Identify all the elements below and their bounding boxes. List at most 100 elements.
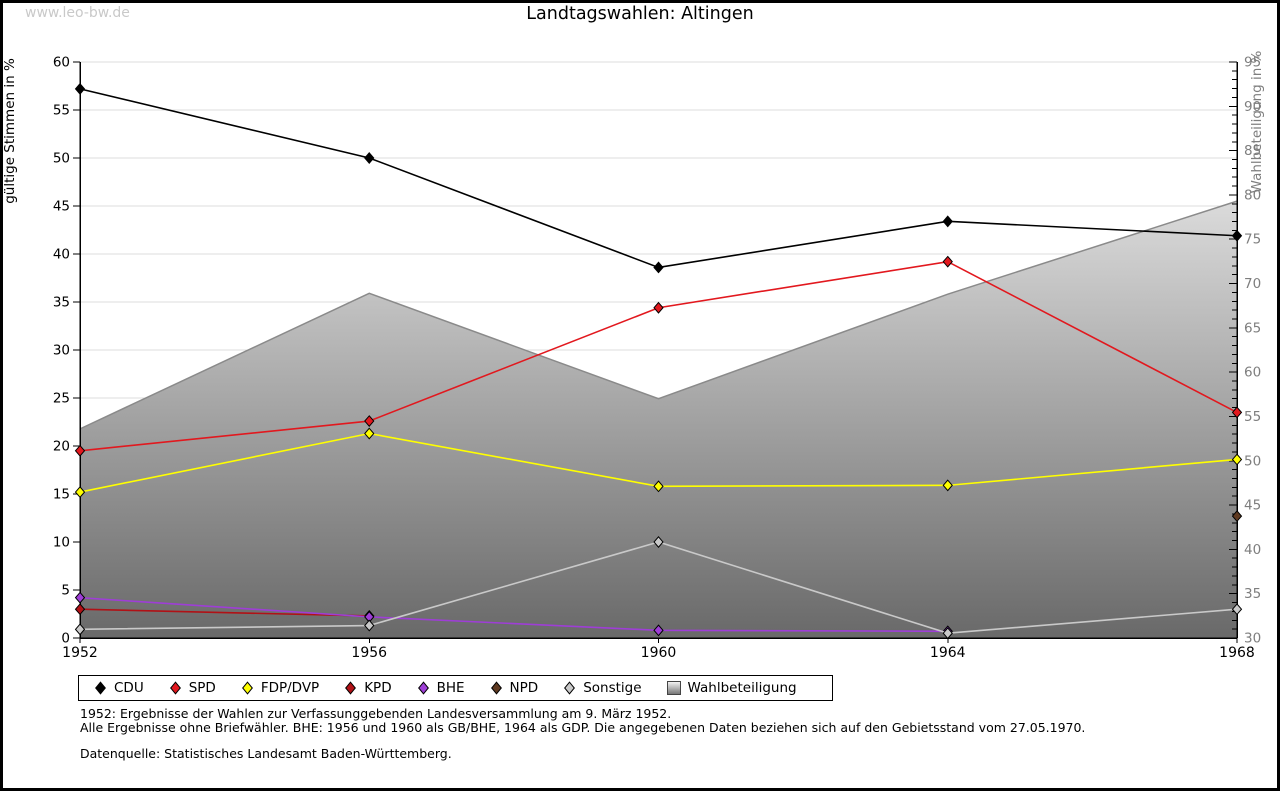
series-marker — [1231, 229, 1243, 242]
legend-item-fdp-dvp: FDP/DVP — [241, 680, 319, 696]
series-marker — [653, 301, 664, 314]
series-line — [79, 608, 370, 617]
series-marker — [942, 255, 953, 268]
legend-item-cdu: CDU — [94, 680, 144, 696]
legend-label: FDP/DVP — [260, 680, 320, 696]
series-fdp-dvp — [74, 427, 1243, 499]
left-tick-label: 10 — [53, 535, 70, 551]
right-tick-label: 90 — [1244, 99, 1261, 115]
legend-label: NPD — [509, 680, 539, 696]
series-marker — [74, 444, 86, 457]
left-tick-label: 20 — [53, 439, 70, 455]
series-marker — [653, 261, 664, 274]
series-marker — [653, 624, 664, 637]
series-marker — [364, 619, 375, 632]
chart-legend: CDU SPD FDP/DVP KPD BHE NPD Sonstige Wahlbeteil… — [78, 675, 833, 701]
y-axis-title-left: gültige Stimmen in % — [2, 58, 18, 204]
series-cdu — [74, 82, 1243, 274]
legend-item-spd: SPD — [169, 680, 216, 696]
left-tick-label: 15 — [53, 487, 70, 503]
y-axis-title-right: Wahlbeteiligung in % — [1249, 50, 1265, 193]
series-marker — [942, 479, 953, 492]
series-line — [79, 88, 1238, 269]
footnote-bhe-note: Alle Ergebnisse ohne Briefwähler. BHE: 1… — [80, 720, 1086, 735]
left-tick-label: 50 — [53, 151, 70, 167]
legend-label: Sonstige — [583, 680, 642, 696]
series-marker — [1231, 603, 1243, 616]
footnote-1952-note: 1952: Ergebnisse der Wahlen zur Verfassu… — [80, 706, 672, 721]
right-tick-label: 50 — [1244, 453, 1261, 469]
left-tick-label: 30 — [53, 343, 70, 359]
diamond-marker-icon — [564, 681, 576, 695]
series-marker — [74, 591, 86, 604]
series-marker — [1231, 510, 1243, 523]
left-tick-label: 45 — [53, 199, 70, 215]
axes: 0 5 10 15 20 25 30 35 40 45 50 55 60 30 35 40 45 50 55 60 65… — [53, 55, 1261, 662]
left-tick-label: 5 — [61, 583, 70, 599]
right-tick-label: 85 — [1244, 143, 1261, 159]
series-marker — [1231, 406, 1243, 419]
right-tick-label: 55 — [1244, 409, 1261, 425]
legend-item-kpd: KPD — [344, 680, 392, 696]
series-marker — [653, 480, 664, 493]
legend-item-wahlbeteiligung: Wahlbeteiligung — [666, 680, 797, 696]
series-marker — [74, 82, 86, 95]
legend-label: KPD — [364, 680, 392, 696]
series-line — [79, 596, 948, 633]
series-marker — [1231, 453, 1243, 466]
x-tick-label: 1968 — [1219, 645, 1255, 661]
x-tick-label: 1960 — [641, 645, 677, 661]
right-tick-label: 35 — [1244, 586, 1261, 602]
left-tick-label: 0 — [61, 631, 70, 647]
legend-label: CDU — [114, 680, 144, 696]
x-tick-label: 1964 — [930, 645, 966, 661]
legend-label: SPD — [188, 680, 216, 696]
diamond-marker-icon — [95, 681, 106, 695]
series-marker — [364, 152, 375, 164]
diamond-marker-icon — [490, 681, 502, 695]
series-marker — [942, 215, 953, 228]
legend-label: BHE — [436, 680, 465, 696]
right-tick-label: 45 — [1244, 498, 1261, 514]
series-kpd — [74, 603, 375, 622]
turnout-area — [80, 201, 1237, 638]
series-marker — [74, 623, 86, 636]
legend-item-bhe: BHE — [417, 680, 465, 696]
right-tick-label: 75 — [1244, 232, 1261, 248]
diamond-marker-icon — [169, 681, 181, 695]
legend-item-sonstige: Sonstige — [563, 680, 642, 696]
right-tick-label: 95 — [1244, 55, 1261, 71]
right-tick-label: 70 — [1244, 276, 1261, 292]
diamond-marker-icon — [241, 681, 253, 695]
left-tick-label: 40 — [53, 247, 70, 263]
series-marker — [74, 486, 86, 499]
right-tick-label: 60 — [1244, 365, 1261, 381]
right-tick-label: 65 — [1244, 320, 1261, 336]
right-tick-label: 30 — [1244, 631, 1261, 647]
watermark: www.leo-bw.de — [25, 5, 130, 21]
x-tick-label: 1956 — [351, 645, 387, 661]
series-marker — [653, 536, 664, 548]
chart-title: Landtagswahlen: Altingen — [526, 4, 754, 24]
left-tick-label: 60 — [53, 55, 70, 71]
x-tick-label: 1952 — [62, 645, 98, 661]
left-tick-label: 35 — [53, 295, 70, 311]
series-spd — [74, 255, 1243, 457]
left-tick-label: 55 — [53, 103, 70, 119]
right-tick-label: 80 — [1244, 187, 1261, 203]
series-marker — [74, 603, 86, 616]
left-tick-label: 25 — [53, 391, 70, 407]
legend-item-npd: NPD — [490, 680, 539, 696]
series-marker — [942, 627, 953, 640]
footnote-datasource: Datenquelle: Statistisches Landesamt Bad… — [80, 746, 452, 761]
legend-label: Wahlbeteiligung — [687, 680, 797, 696]
series-npd — [1231, 510, 1243, 523]
diamond-marker-icon — [345, 681, 357, 695]
series-marker — [364, 415, 375, 428]
series-sonstige — [74, 536, 1243, 640]
diamond-marker-icon — [417, 681, 429, 695]
turnout-area-swatch — [666, 681, 681, 695]
election-line-chart: 0 5 10 15 20 25 30 35 40 45 50 55 60 30 35 40 45 50 55 60 65… — [2, 50, 1265, 662]
right-tick-label: 40 — [1244, 542, 1261, 558]
turnout-boundary-line — [79, 200, 1238, 430]
